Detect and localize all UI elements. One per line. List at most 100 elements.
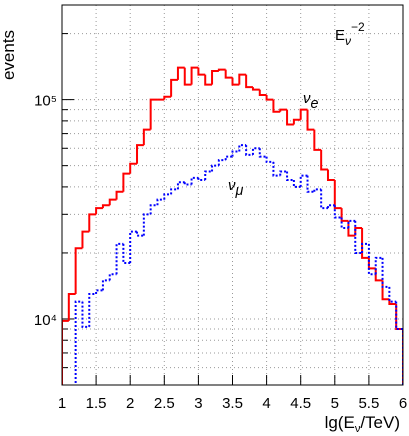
histogram-step bbox=[361, 227, 369, 259]
histogram-step bbox=[231, 77, 240, 86]
x-tick-label: 3 bbox=[194, 395, 202, 412]
histogram-step bbox=[95, 207, 103, 215]
histogram-step bbox=[381, 280, 390, 301]
histogram-step bbox=[224, 155, 233, 161]
histogram-step bbox=[67, 292, 76, 321]
plot-area bbox=[62, 66, 403, 385]
histogram-step bbox=[204, 74, 213, 86]
histogram-step bbox=[265, 156, 274, 163]
histogram-step bbox=[361, 242, 369, 253]
histogram-step bbox=[142, 128, 151, 146]
histogram-step bbox=[183, 182, 192, 186]
histogram-step bbox=[211, 164, 219, 172]
histogram-step bbox=[88, 213, 97, 232]
histogram-step bbox=[115, 242, 124, 275]
histogram-step bbox=[81, 230, 90, 249]
histogram-step bbox=[265, 94, 274, 101]
histogram-step bbox=[313, 188, 322, 192]
histogram-step bbox=[347, 219, 356, 228]
histogram-step bbox=[88, 292, 97, 327]
histogram-step bbox=[292, 118, 301, 125]
histogram-step bbox=[306, 109, 315, 131]
histogram-step bbox=[108, 273, 117, 281]
histogram-step bbox=[62, 319, 69, 385]
histogram-step bbox=[292, 180, 301, 188]
histogram-step bbox=[74, 247, 83, 294]
histogram-step bbox=[367, 257, 376, 270]
histogram-step bbox=[272, 99, 281, 113]
y-tick-label: 10⁵ bbox=[34, 93, 57, 110]
histogram-step bbox=[115, 190, 124, 200]
x-tick-label: 4.5 bbox=[290, 395, 311, 412]
histogram-step bbox=[354, 220, 363, 254]
plot-frame bbox=[61, 4, 404, 386]
histogram-step bbox=[326, 169, 335, 182]
histogram-step bbox=[197, 67, 206, 76]
histogram-step bbox=[190, 66, 199, 85]
histogram-step bbox=[211, 70, 219, 85]
histogram-step bbox=[320, 189, 328, 210]
x-tick-label: 1 bbox=[58, 395, 66, 412]
histogram-step bbox=[245, 74, 253, 89]
x-tick-label: 2.5 bbox=[154, 395, 175, 412]
histogram-step bbox=[238, 73, 247, 85]
histogram-step bbox=[320, 149, 328, 171]
annotation-text: E bbox=[335, 27, 345, 44]
histogram-step bbox=[340, 208, 349, 222]
annotation-sub: e bbox=[311, 96, 319, 112]
x-tick-label: 2 bbox=[126, 395, 134, 412]
histogram-step bbox=[122, 172, 131, 192]
histogram-step bbox=[245, 145, 253, 156]
histogram-step bbox=[374, 256, 383, 275]
histogram-step bbox=[395, 301, 403, 385]
histogram-step bbox=[170, 188, 178, 195]
histogram-step bbox=[197, 177, 206, 182]
histogram-step bbox=[136, 231, 144, 237]
annotation-text: ν bbox=[303, 90, 311, 107]
histogram-step bbox=[374, 268, 383, 282]
annotation: νe bbox=[303, 90, 319, 112]
histogram-step bbox=[279, 108, 288, 112]
histogram-step bbox=[136, 144, 144, 164]
histogram-step bbox=[149, 98, 158, 130]
x-tick-label: 5 bbox=[331, 395, 339, 412]
histogram-step bbox=[142, 213, 151, 236]
histogram-step bbox=[176, 66, 185, 80]
histogram-step bbox=[381, 257, 390, 288]
annotation: Eν−2 bbox=[335, 20, 365, 48]
histogram-step bbox=[163, 95, 172, 100]
histogram-step bbox=[251, 87, 260, 91]
histogram-step bbox=[170, 78, 178, 97]
histogram-step bbox=[176, 181, 185, 190]
histogram-step bbox=[101, 279, 110, 291]
histogram-step bbox=[258, 148, 267, 158]
histogram-step bbox=[156, 198, 165, 206]
histogram-step bbox=[224, 69, 233, 79]
histogram-step bbox=[108, 198, 117, 206]
histogram-step bbox=[388, 286, 397, 303]
histogram-step bbox=[313, 129, 322, 151]
histogram-step bbox=[299, 108, 308, 120]
annotation-sup: −2 bbox=[351, 20, 365, 34]
annotation-sub: μ bbox=[235, 183, 244, 199]
histogram-step bbox=[326, 204, 335, 209]
histogram-step bbox=[272, 161, 281, 177]
histogram-step bbox=[129, 162, 138, 174]
histogram-step bbox=[251, 147, 260, 155]
annotation: νμ bbox=[228, 177, 244, 199]
histogram-step bbox=[258, 89, 267, 96]
histogram-step bbox=[367, 243, 376, 276]
histogram-step bbox=[306, 175, 315, 193]
histogram-step bbox=[333, 180, 342, 210]
histogram-step bbox=[395, 304, 403, 385]
histogram-step bbox=[101, 204, 110, 209]
histogram-step bbox=[286, 171, 294, 182]
histogram-step bbox=[231, 150, 240, 157]
y-label: events bbox=[0, 30, 18, 80]
x-tick-label: 6 bbox=[399, 395, 407, 412]
x-tick-label: 4 bbox=[262, 395, 270, 412]
histogram-step bbox=[217, 159, 226, 166]
histogram-step bbox=[190, 176, 199, 185]
histogram-step bbox=[129, 230, 138, 263]
x-label: lg(Eν/TeV) bbox=[325, 413, 400, 435]
